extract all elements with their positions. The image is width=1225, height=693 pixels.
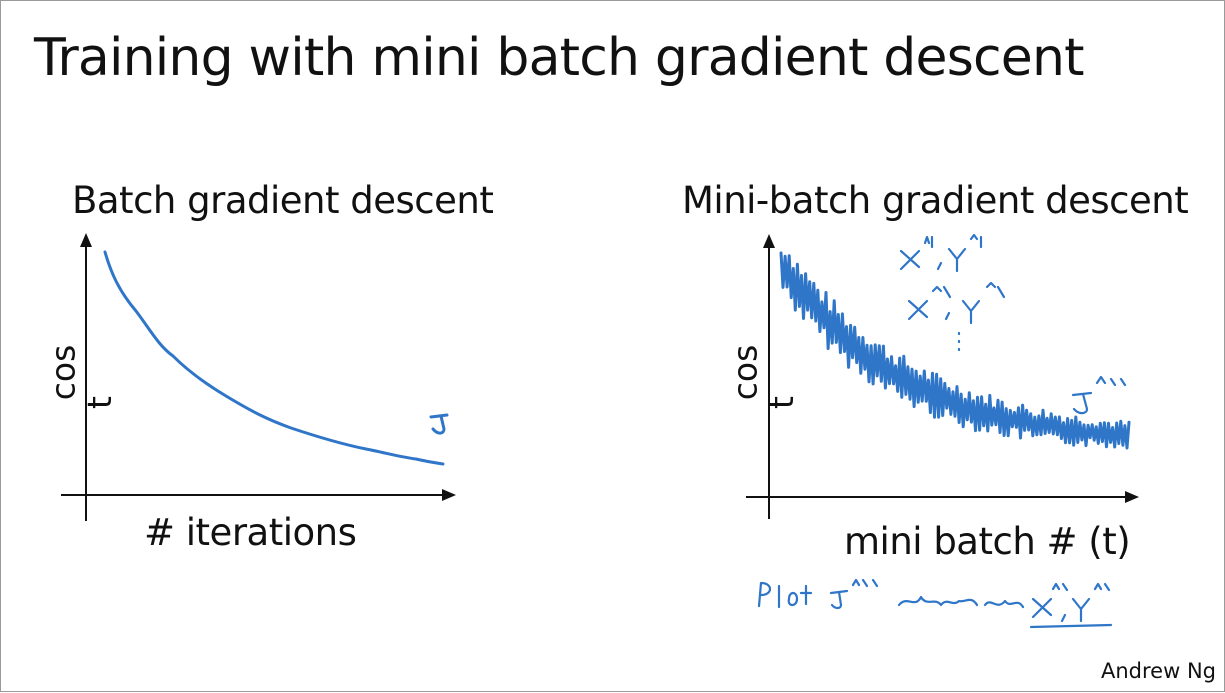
right-y-axis-arrow <box>763 234 775 248</box>
slide-title: Training with mini batch gradient descen… <box>34 28 1085 88</box>
right-J-sup-glyph <box>1095 375 1127 387</box>
right-y-label-cos: cos <box>725 344 765 401</box>
left-y-label-t: t <box>79 396 119 409</box>
batch-notes-strokes <box>757 233 1127 629</box>
batch-cost-curve <box>103 250 445 466</box>
left-j-glyph <box>429 413 449 435</box>
note-comma1-glyph <box>936 261 943 271</box>
note-sup1-glyph <box>923 235 934 249</box>
note-comma2-glyph <box>944 311 951 321</box>
right-x-label: mini batch # (t) <box>844 520 1131 563</box>
left-x-label: # iterations <box>144 511 357 554</box>
note-y1-glyph <box>947 247 967 273</box>
minibatch-cost-curve <box>779 251 1131 450</box>
right-x-axis-arrow <box>1125 491 1139 503</box>
right-J-glyph <box>1071 391 1093 415</box>
note-sup2-glyph <box>931 285 952 299</box>
note-supY1-glyph <box>969 233 983 249</box>
minibatch-gd-heading: Mini-batch gradient descent <box>682 179 1189 222</box>
right-y-label-t: t <box>761 396 801 409</box>
note-x1-glyph <box>899 249 921 271</box>
note-x2-glyph <box>907 299 929 321</box>
note-y2-glyph <box>961 299 981 325</box>
plot-note-glyphs <box>757 578 1113 629</box>
note-supY2-glyph <box>985 281 1006 299</box>
left-x-axis-arrow <box>442 489 456 501</box>
left-y-label-cos: cos <box>43 344 83 401</box>
author-credit: Andrew Ng <box>1101 658 1216 683</box>
left-y-axis-arrow <box>80 233 92 247</box>
batch-gd-heading: Batch gradient descent <box>72 179 494 222</box>
